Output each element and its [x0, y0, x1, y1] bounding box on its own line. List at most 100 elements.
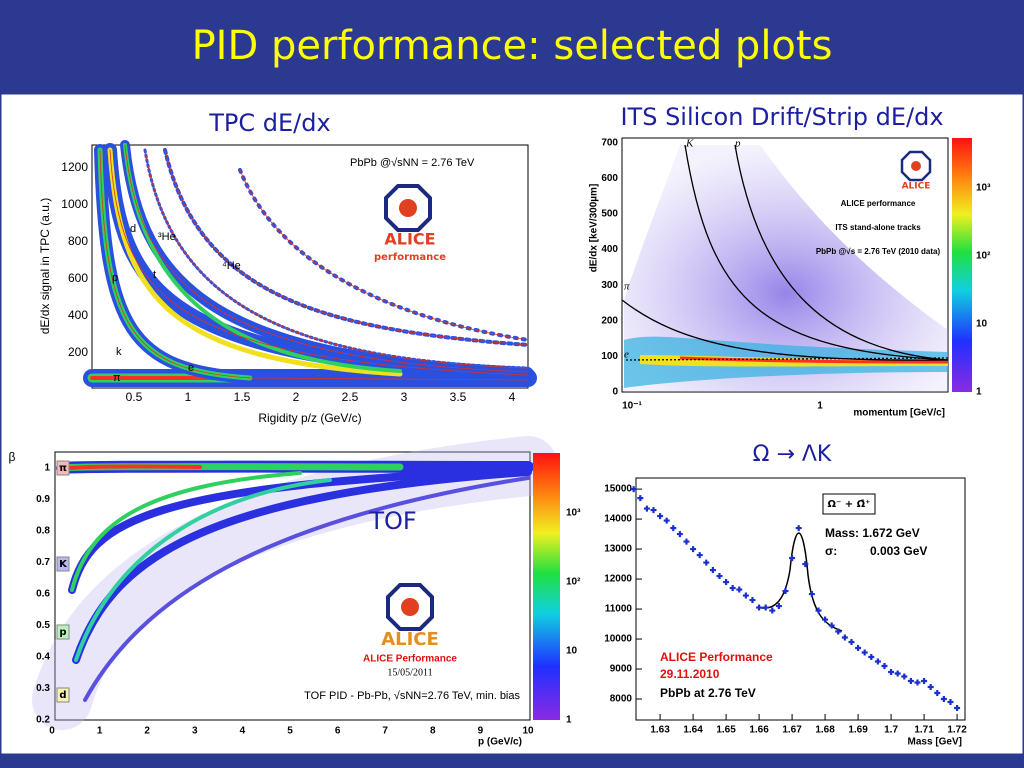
data-point [703, 559, 710, 566]
y-tick-label: 1 [566, 715, 572, 726]
particle-label: ³He [158, 231, 176, 243]
data-point [802, 561, 809, 568]
particle-label: k [116, 346, 122, 358]
logo: ALICE performance [374, 184, 446, 263]
y-tick-label: 1 [44, 463, 50, 474]
data-point [907, 678, 914, 685]
y-tick-label: 400 [68, 308, 88, 322]
data-point [683, 538, 690, 545]
x-tick-label: 10 [522, 726, 534, 737]
x-axis-label: Mass [GeV] [908, 737, 962, 748]
data-point [637, 495, 644, 502]
annotation: PbPb at 2.76 TeV [660, 686, 756, 700]
particle-label: K [59, 559, 68, 570]
omega-panel: Ω → ΛK Ω⁻ + Ω̄⁺ Mass: 1.672 GeV σ: 0.003… [604, 442, 967, 748]
y-tick-label: 10³ [566, 508, 581, 519]
x-tick-label: 1 [185, 390, 192, 404]
y-tick-label: 300 [601, 280, 618, 291]
y-tick-label: 700 [601, 137, 618, 148]
fit-curve [756, 532, 843, 632]
particle-boxes: π K p d [56, 460, 70, 703]
data-point [894, 670, 901, 677]
annotation: 0.003 GeV [870, 544, 927, 558]
y-tick-label: 15000 [604, 484, 632, 495]
y-tick-label: 600 [601, 173, 618, 184]
y-axis-label: dE/dx [keV/300µm] [589, 184, 600, 273]
y-tick-label: 400 [601, 244, 618, 255]
x-tick-label: 1.66 [749, 725, 769, 736]
y-tick-label: 0.9 [36, 494, 50, 505]
data-point [657, 513, 664, 520]
annotation: TOF PID - Pb-Pb, √sNN=2.76 TeV, min. bia… [304, 690, 520, 702]
y-axis-label: dE/dx signal in TPC (a.u.) [38, 198, 52, 335]
x-tick-label: 1.7 [884, 725, 898, 736]
data-point [841, 634, 848, 641]
y-tick-label: 10 [976, 319, 988, 330]
x-tick-label: 4 [509, 390, 516, 404]
x-tick-label: 3 [192, 726, 198, 737]
data-point [868, 654, 875, 661]
x-tick-label: 2.5 [342, 390, 359, 404]
color-bar [952, 138, 972, 392]
panel-heading: TOF [368, 507, 416, 535]
legend-box [822, 493, 876, 515]
data-point [789, 555, 796, 562]
panel-heading: Ω → ΛK [753, 442, 832, 467]
x-tick-label: 10⁻¹ [622, 401, 642, 412]
y-tick-label: 8000 [610, 694, 633, 705]
data-point [855, 645, 862, 652]
data-point [835, 628, 842, 635]
y-tick-label: 1000 [61, 197, 88, 211]
its-panel: ITS Silicon Drift/Strip dE/dx K p π e AL… [589, 103, 972, 419]
particle-label: e [188, 362, 194, 374]
x-tick-label: 1.68 [815, 725, 835, 736]
data-point [696, 552, 703, 559]
annotation: ALICE performance [841, 199, 916, 208]
x-tick-label: 4 [240, 726, 246, 737]
data-point [690, 546, 697, 553]
particle-label: e [624, 349, 629, 361]
x-axis-label: momentum [GeV/c] [853, 408, 945, 419]
particle-label: p [112, 272, 118, 284]
x-tick-label: 0.5 [126, 390, 143, 404]
y-tick-label: 0.3 [36, 683, 50, 694]
y-tick-label: 0 [612, 387, 618, 398]
data-point [921, 678, 928, 685]
particle-label: π [624, 281, 630, 293]
particle-label: K [685, 138, 694, 150]
slide-title: PID performance: selected plots [192, 23, 833, 69]
x-tick-label: 1.72 [947, 725, 967, 736]
x-tick-label: 2 [293, 390, 300, 404]
x-tick-label: 9 [478, 726, 484, 737]
x-tick-label: 3 [401, 390, 408, 404]
annotation: ALICE Performance [363, 654, 457, 665]
plot-frame [635, 477, 966, 721]
x-tick-label: 1 [817, 401, 823, 412]
particle-label: p [59, 627, 66, 638]
data-point [769, 607, 776, 614]
x-tick-label: 1.64 [683, 725, 703, 736]
data-point [888, 669, 895, 676]
y-tick-label: 13000 [604, 544, 632, 555]
panel-heading: TPC dE/dx [208, 109, 330, 137]
x-tick-label: 1.65 [716, 725, 736, 736]
data-point [954, 705, 961, 712]
data-point [822, 616, 829, 623]
logo: ALICE [900, 150, 932, 192]
y-tick-label: 12000 [604, 574, 632, 585]
y-tick-label: 1200 [61, 160, 88, 174]
y-tick-label: 10000 [604, 634, 632, 645]
y-axis-label: β [9, 450, 16, 464]
particle-label: d [130, 223, 136, 235]
y-tick-label: 14000 [604, 514, 632, 525]
annotation: 15/05/2011 [387, 667, 432, 678]
data-point [782, 588, 789, 595]
data-point [901, 673, 908, 680]
y-tick-label: 600 [68, 271, 88, 285]
x-tick-label: 1.63 [650, 725, 670, 736]
x-tick-label: 8 [430, 726, 436, 737]
data-point [828, 622, 835, 629]
y-tick-label: 1 [976, 387, 982, 398]
data-point [940, 696, 947, 703]
